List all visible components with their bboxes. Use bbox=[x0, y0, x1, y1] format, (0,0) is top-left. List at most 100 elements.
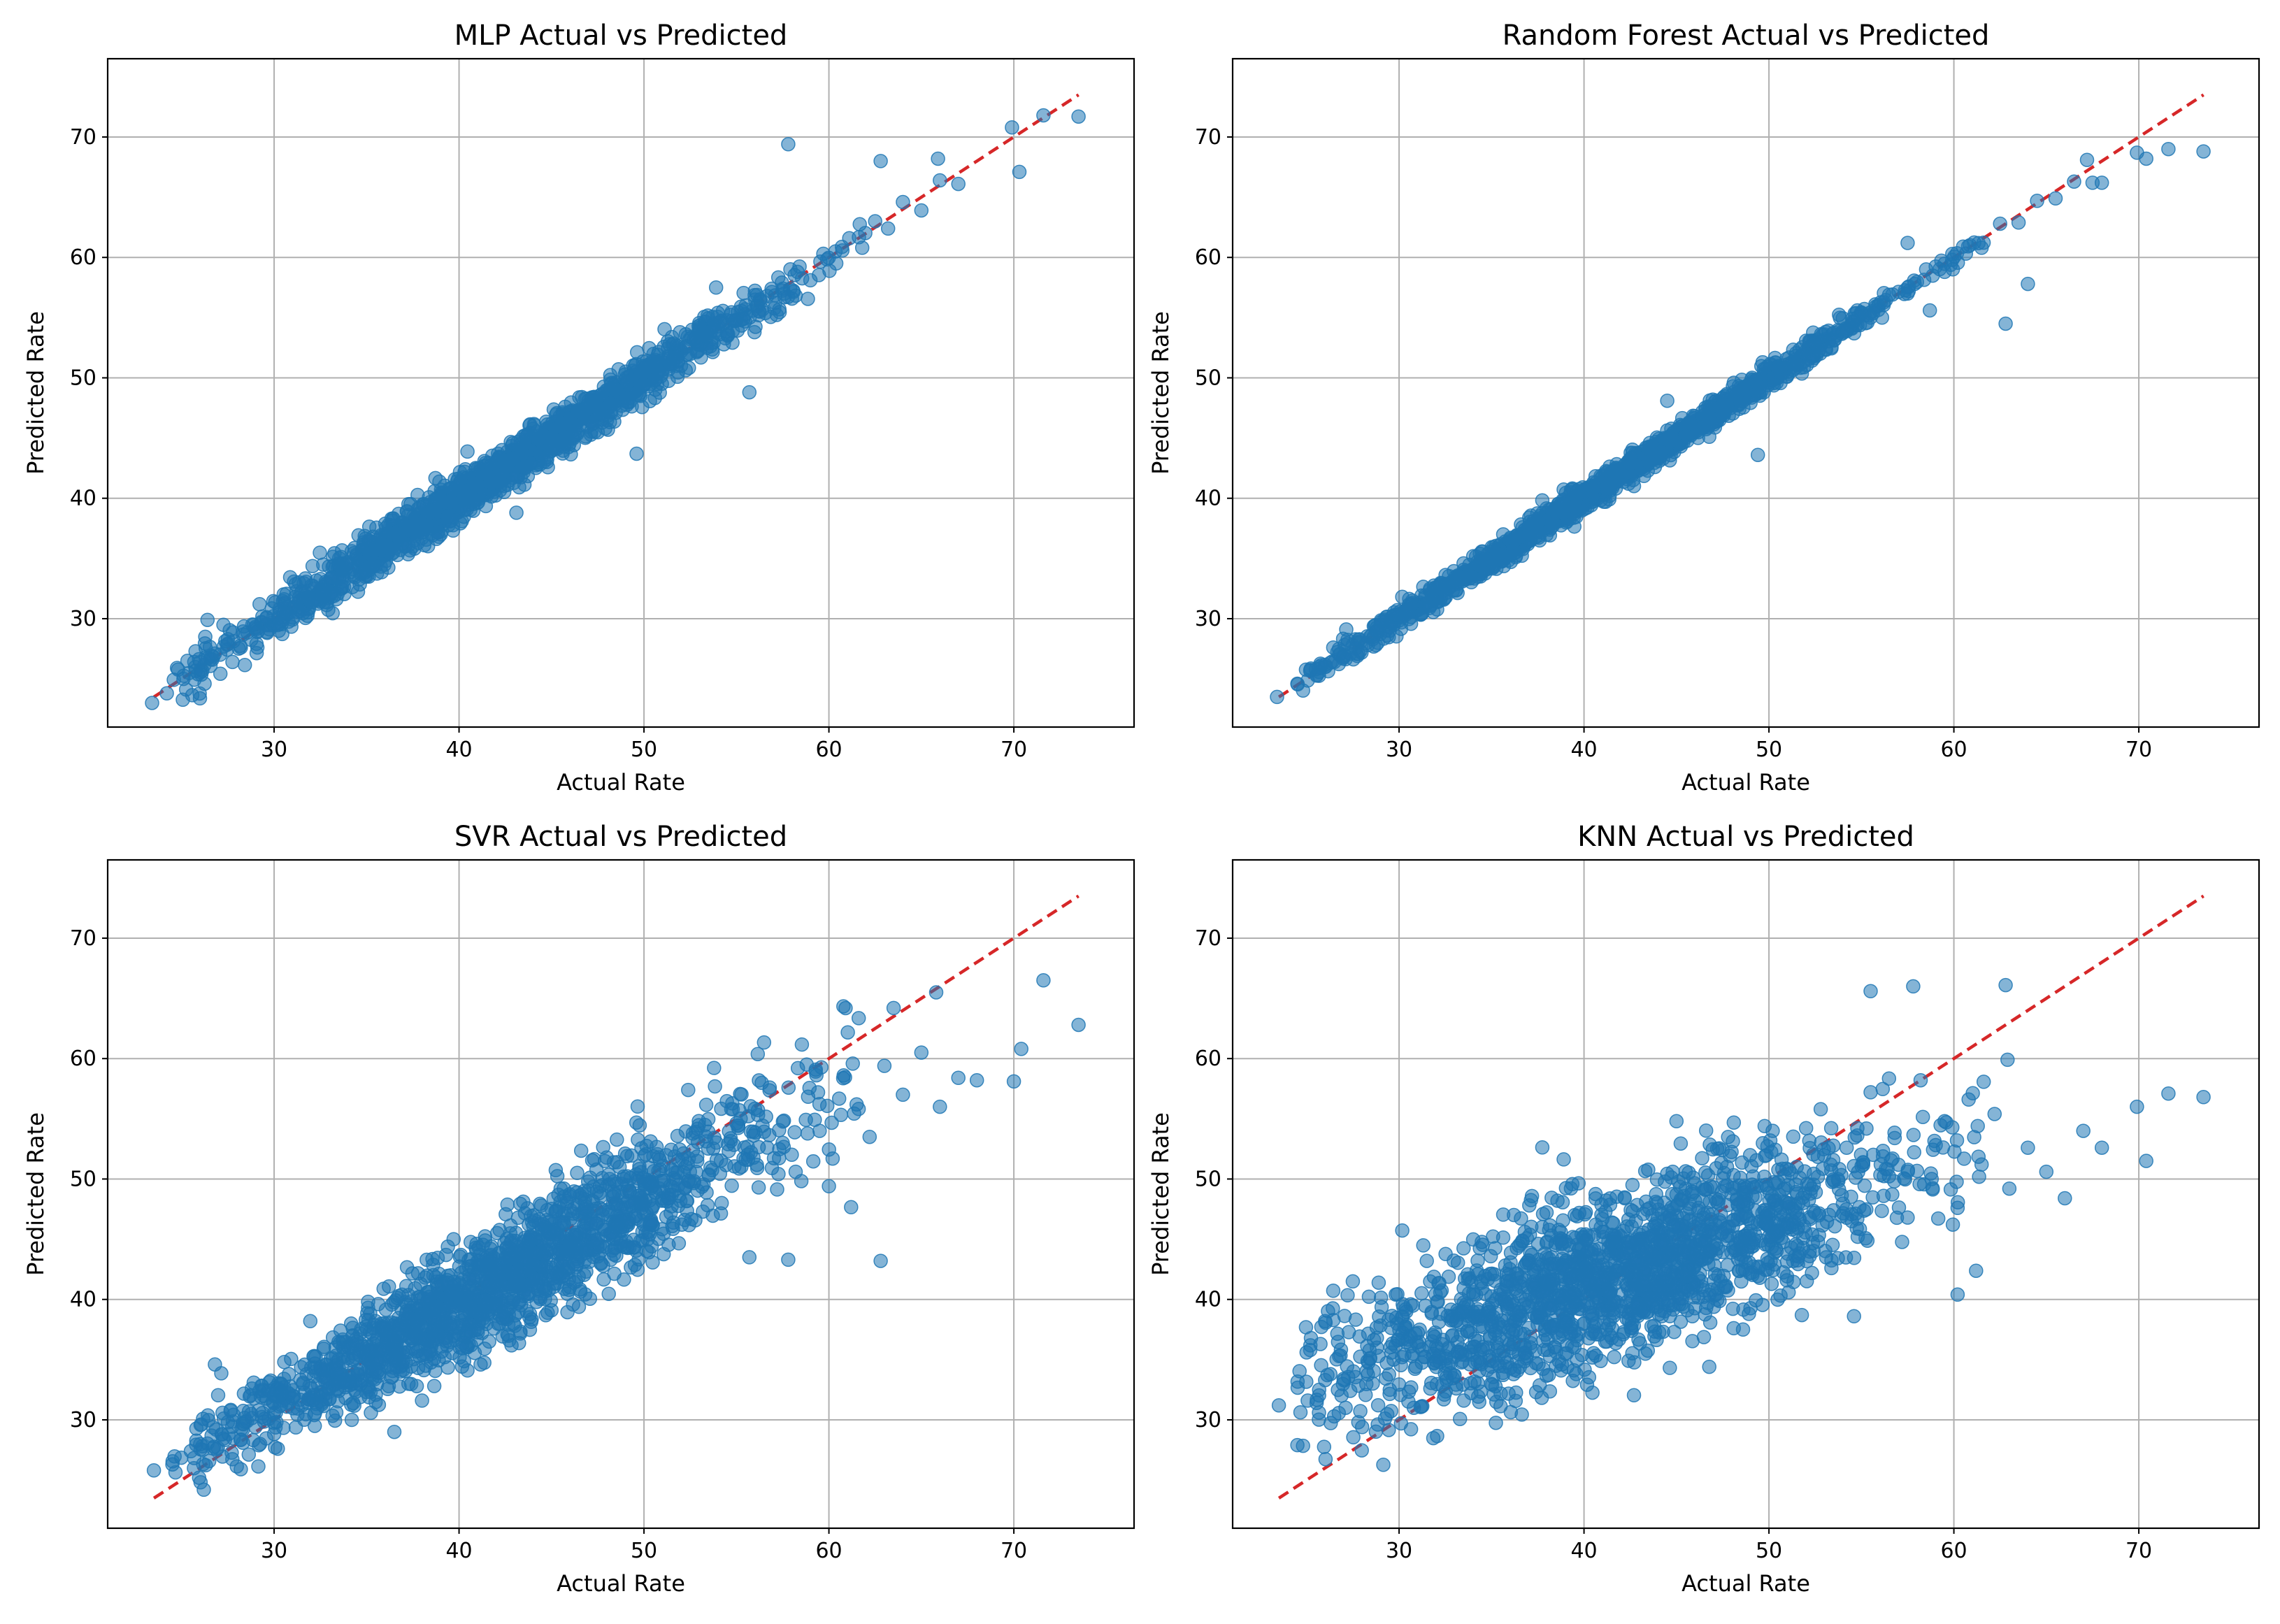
scatter-point bbox=[1697, 408, 1712, 423]
scatter-point bbox=[1789, 357, 1804, 372]
scatter-point bbox=[1678, 428, 1693, 443]
y-tick-label: 30 bbox=[1195, 607, 1221, 631]
x-tick-label: 60 bbox=[1940, 738, 1967, 762]
scatter-point bbox=[1437, 577, 1453, 592]
scatter-point bbox=[1863, 310, 1878, 325]
scatter-point bbox=[629, 446, 644, 461]
scatter-point bbox=[1382, 619, 1398, 635]
x-tick-label: 60 bbox=[815, 738, 842, 762]
scatter-point bbox=[1401, 603, 1416, 618]
scatter-point bbox=[1832, 308, 1847, 322]
scatter-point bbox=[224, 1445, 239, 1460]
scatter-point bbox=[325, 605, 340, 621]
scatter-point bbox=[747, 324, 762, 340]
scatter-point bbox=[557, 416, 572, 431]
scatter-point bbox=[522, 1263, 537, 1278]
scatter-point bbox=[803, 273, 818, 288]
scatter-point bbox=[426, 1379, 442, 1393]
scatter-point bbox=[794, 1037, 810, 1052]
scatter-point bbox=[371, 1397, 387, 1412]
scatter-point bbox=[661, 349, 675, 364]
scatter-point bbox=[389, 540, 403, 555]
scatter-point bbox=[311, 592, 326, 607]
scatter-point bbox=[698, 1098, 714, 1112]
scatter-point bbox=[589, 1216, 604, 1231]
scatter-point bbox=[721, 1137, 736, 1151]
scatter-point bbox=[1456, 570, 1471, 585]
scatter-point bbox=[2196, 144, 2211, 159]
scatter-point bbox=[635, 366, 650, 380]
scatter-point bbox=[375, 538, 391, 553]
scatter-point bbox=[550, 1169, 565, 1184]
scatter-point bbox=[620, 375, 636, 389]
scatter-point bbox=[453, 484, 468, 498]
scatter-point bbox=[1900, 236, 1915, 250]
scatter-point bbox=[724, 1178, 739, 1193]
x-tick-label: 30 bbox=[261, 738, 287, 762]
scatter-point bbox=[713, 1153, 729, 1168]
scatter-point bbox=[313, 545, 327, 560]
scatter-point bbox=[236, 627, 250, 642]
scatter-point bbox=[742, 385, 757, 400]
scatter-point bbox=[1586, 481, 1601, 496]
scatter-points bbox=[145, 108, 1086, 710]
scatter-point bbox=[305, 559, 320, 573]
scatter-point bbox=[1345, 638, 1361, 653]
scatter-point bbox=[1956, 239, 1971, 254]
scatter-point bbox=[836, 999, 851, 1014]
scatter-point bbox=[2079, 152, 2095, 167]
scatter-point bbox=[598, 421, 612, 436]
scatter-point bbox=[273, 1397, 289, 1413]
scatter-point bbox=[1750, 447, 1765, 462]
scatter-point bbox=[1327, 654, 1342, 670]
x-tick-label: 50 bbox=[631, 738, 657, 762]
scatter-point bbox=[466, 492, 481, 507]
scatter-point bbox=[266, 1426, 282, 1442]
y-tick-label: 40 bbox=[70, 487, 96, 511]
scatter-point bbox=[1660, 393, 1675, 408]
scatter-point bbox=[676, 1146, 691, 1161]
scatter-point bbox=[573, 1143, 589, 1158]
scatter-point bbox=[1568, 499, 1582, 515]
scatter-point bbox=[689, 1149, 705, 1164]
scatter-point bbox=[511, 1305, 526, 1319]
scatter-point bbox=[751, 308, 766, 323]
scatter-point bbox=[1993, 216, 2007, 231]
scatter-point bbox=[415, 524, 429, 540]
scatter-point bbox=[647, 373, 663, 388]
scatter-point bbox=[159, 686, 174, 701]
scatter-point bbox=[492, 474, 507, 489]
scatter-point bbox=[358, 531, 373, 546]
scatter-point bbox=[213, 666, 228, 681]
scatter-point bbox=[611, 361, 626, 377]
scatter-point bbox=[324, 570, 339, 585]
scatter-point bbox=[440, 509, 455, 524]
scatter-point bbox=[193, 654, 208, 670]
scatter-point bbox=[317, 1339, 331, 1354]
scatter-point bbox=[1641, 454, 1656, 468]
scatter-point bbox=[1493, 547, 1508, 562]
scatter-point bbox=[1364, 628, 1379, 643]
scatter-point bbox=[1826, 333, 1841, 348]
scatter-point bbox=[401, 519, 417, 535]
scatter-point bbox=[738, 298, 753, 313]
y-tick-label: 50 bbox=[70, 366, 96, 390]
scatter-point bbox=[643, 1212, 659, 1228]
scatter-point bbox=[506, 451, 520, 466]
x-tick-label: 70 bbox=[2125, 738, 2152, 762]
scatter-point bbox=[327, 546, 342, 561]
scatter-point bbox=[410, 487, 425, 503]
scatter-point bbox=[417, 538, 432, 553]
scatter-point bbox=[610, 1218, 625, 1233]
scatter-point bbox=[2161, 141, 2176, 157]
scatter-point bbox=[479, 467, 494, 482]
scatter-point bbox=[781, 1080, 796, 1095]
scatter-point bbox=[384, 511, 399, 526]
scatter-point bbox=[536, 1259, 551, 1274]
scatter-point bbox=[361, 1313, 376, 1328]
scatter-point bbox=[724, 305, 739, 320]
scatter-point bbox=[707, 1061, 722, 1075]
scatter-point bbox=[1549, 504, 1564, 519]
y-tick-label: 50 bbox=[1195, 366, 1221, 390]
